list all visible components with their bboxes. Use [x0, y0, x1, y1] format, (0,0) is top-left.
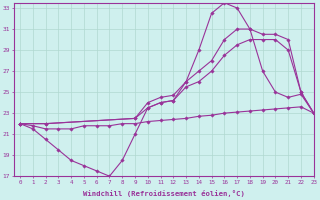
X-axis label: Windchill (Refroidissement éolien,°C): Windchill (Refroidissement éolien,°C) [83, 190, 245, 197]
